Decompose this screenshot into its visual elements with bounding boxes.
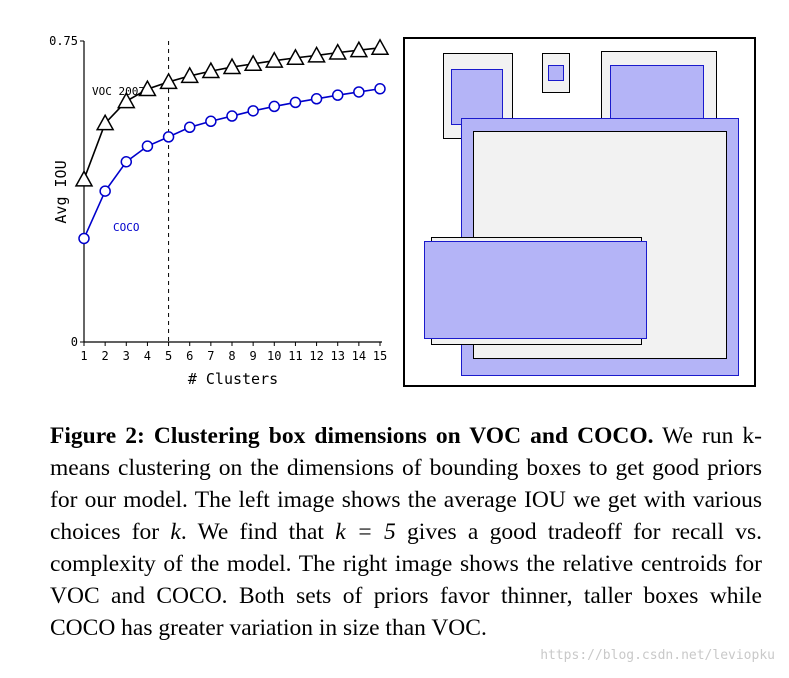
coco-data-point (353, 86, 365, 98)
caption-figure-label: Figure 2: (50, 423, 145, 449)
caption-text: We run k-means clustering on the dimensi… (50, 423, 762, 545)
y-tick-label: 0 (71, 335, 78, 349)
x-tick-label: 12 (309, 349, 323, 363)
chart-axes (83, 41, 382, 343)
x-tick-label: 7 (207, 349, 214, 363)
x-tick-label: 6 (186, 349, 193, 363)
caption-title: Clustering box dimensions on VOC and COC… (153, 423, 654, 449)
coco-data-point (268, 100, 281, 113)
coco-data-point (374, 83, 386, 95)
x-tick-label: 10 (267, 349, 281, 363)
coco-data-point (120, 156, 133, 168)
voc-data-point (180, 66, 199, 84)
centroids-panel (403, 37, 756, 387)
coco-data-point (99, 185, 111, 197)
series-label-voc: VOC 2007 (92, 85, 145, 98)
voc-data-point (222, 57, 242, 75)
coco-data-point (289, 96, 302, 109)
voc-data-point (265, 51, 284, 68)
coco-data-point (226, 110, 238, 122)
x-tick-label: 3 (123, 349, 130, 363)
caption-k-equation: k = 5 (335, 519, 396, 545)
voc-data-point (95, 113, 115, 131)
coco-centroid-box (548, 65, 564, 81)
x-tick-label: 15 (373, 349, 387, 363)
voc-data-point (159, 72, 178, 90)
watermark-url: https://blog.csdn.net/leviopku (540, 648, 775, 663)
voc-data-point (74, 169, 94, 187)
x-tick-label: 9 (250, 349, 257, 363)
coco-data-point (205, 115, 217, 128)
x-tick-label: 4 (144, 349, 151, 363)
x-tick-label: 14 (352, 349, 366, 363)
coco-data-point (141, 140, 154, 152)
voc-data-point (243, 54, 263, 72)
coco-data-point (331, 89, 344, 101)
coco-data-point (78, 232, 90, 245)
coco-data-point (247, 105, 259, 117)
chart-series (74, 38, 390, 245)
voc-data-point (370, 38, 390, 55)
centroid-pair (541, 53, 571, 93)
voc-data-point (138, 79, 157, 97)
caption-k-symbol: k (170, 519, 181, 545)
voc-data-point (286, 48, 305, 66)
series-label-coco: COCO (113, 221, 140, 234)
voc-data-point (349, 40, 369, 58)
voc-data-point (328, 43, 347, 60)
x-axis-label: # Clusters (188, 370, 278, 388)
x-tick-label: 2 (102, 349, 109, 363)
figure-caption: Figure 2: Clustering box dimensions on V… (50, 420, 762, 644)
caption-text: gives a good tradeoff for recall vs. com… (50, 519, 762, 641)
caption-text: . We find that (180, 519, 336, 545)
x-tick-label: 1 (80, 349, 87, 363)
voc-centroid-box (542, 53, 570, 93)
y-tick-label: 0.75 (49, 34, 78, 48)
coco-data-point (310, 93, 323, 105)
x-tick-label: 13 (330, 349, 344, 363)
x-tick-label: 11 (288, 349, 302, 363)
x-tick-label: 8 (228, 349, 235, 363)
y-axis-label: Avg IOU (52, 160, 70, 223)
coco-centroid-box (424, 241, 647, 339)
coco-centroid-box (451, 69, 503, 125)
voc-data-point (201, 61, 221, 79)
coco-data-point (162, 131, 175, 143)
x-tick-label: 5 (165, 349, 172, 363)
voc-data-point (117, 91, 136, 109)
coco-data-point (183, 121, 196, 134)
voc-data-point (307, 45, 326, 63)
